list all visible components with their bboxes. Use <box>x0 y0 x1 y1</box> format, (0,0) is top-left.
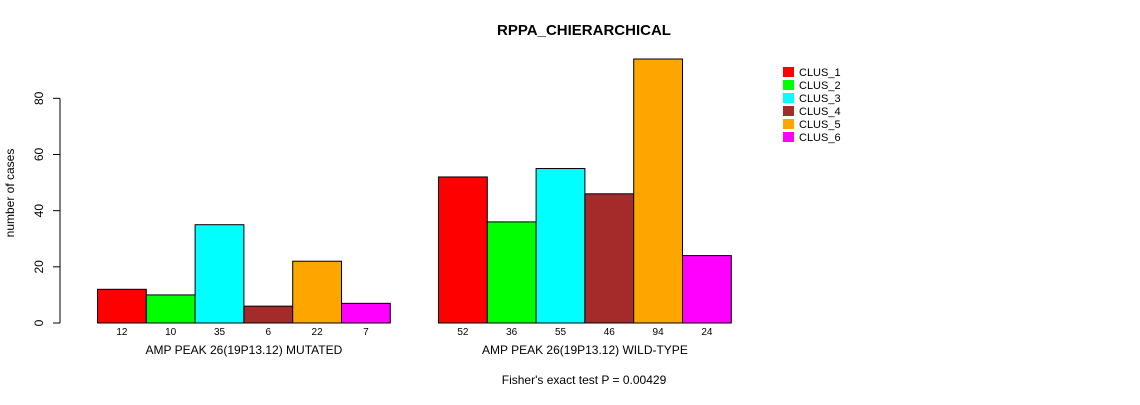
chart-title: RPPA_CHIERARCHICAL <box>497 22 671 39</box>
y-axis-label: number of cases <box>3 149 17 238</box>
legend-label: CLUS_5 <box>799 119 841 131</box>
bar-clus_3-group-2 <box>535 168 586 324</box>
bar-value-label: 94 <box>653 327 665 338</box>
fisher-test-footer: Fisher's exact test P = 0.00429 <box>502 373 667 387</box>
legend-swatch <box>783 119 794 129</box>
bar-value-label: 22 <box>312 327 324 338</box>
bars <box>97 58 732 324</box>
legend-swatch <box>783 67 794 77</box>
y-tick-label: 40 <box>32 204 46 218</box>
y-tick-label: 60 <box>32 147 46 161</box>
legend-swatch <box>783 132 794 142</box>
bar-value-label: 46 <box>604 327 616 338</box>
legend-label: CLUS_1 <box>799 67 841 79</box>
y-tick-label: 0 <box>32 319 46 326</box>
bar-clus_6-group-2 <box>682 255 732 324</box>
group-label-1: AMP PEAK 26(19P13.12) MUTATED <box>146 343 343 357</box>
bar-value-label: 36 <box>506 327 518 338</box>
bar-clus_4-group-1 <box>243 305 294 324</box>
bar-value-label: 12 <box>116 327 128 338</box>
bar-value-label: 6 <box>266 327 272 338</box>
bar-value-label: 24 <box>701 327 713 338</box>
legend-label: CLUS_3 <box>799 93 841 105</box>
bar-clus_3-group-1 <box>194 224 245 324</box>
y-tick-label: 20 <box>32 260 46 274</box>
bar-value-label: 10 <box>165 327 177 338</box>
bar-clus_2-group-1 <box>145 294 196 324</box>
group-labels: AMP PEAK 26(19P13.12) MUTATED AMP PEAK 26… <box>146 343 688 357</box>
group-label-2: AMP PEAK 26(19P13.12) WILD-TYPE <box>482 343 688 357</box>
bar-value-labels: 12 10 35 6 22 7 52 36 55 46 94 24 <box>116 327 713 338</box>
bar-clus_2-group-2 <box>486 221 537 324</box>
legend-label: CLUS_2 <box>799 80 841 92</box>
bar-clus_1-group-2 <box>438 176 488 324</box>
legend-label: CLUS_6 <box>799 132 841 144</box>
bar-value-label: 35 <box>214 327 226 338</box>
legend-swatch <box>783 80 794 90</box>
bar-clus_4-group-2 <box>584 193 635 324</box>
legend-swatch <box>783 93 794 103</box>
legend-label: CLUS_4 <box>799 106 841 118</box>
bar-value-label: 52 <box>457 327 469 338</box>
legend-swatch <box>783 106 794 116</box>
bar-value-label: 7 <box>363 327 369 338</box>
bar-value-label: 55 <box>555 327 567 338</box>
bar-clus_1-group-1 <box>97 288 147 324</box>
bar-clus_6-group-1 <box>341 302 391 324</box>
bar-clus_5-group-2 <box>633 58 684 324</box>
y-axis: 0 20 40 60 80 <box>32 91 61 326</box>
y-tick-label: 80 <box>32 91 46 105</box>
bar-clus_5-group-1 <box>292 260 343 324</box>
